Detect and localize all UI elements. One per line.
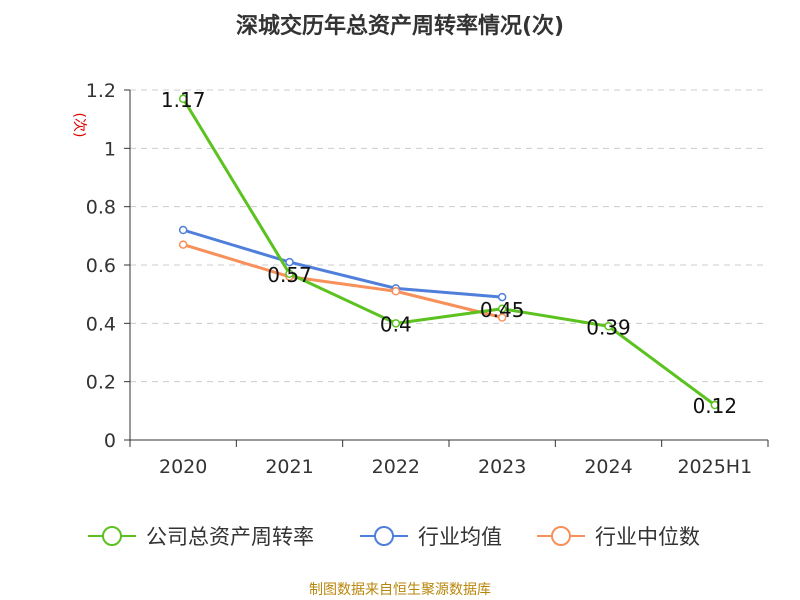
data-point: [604, 322, 613, 331]
x-tick-label: 2025H1: [677, 456, 752, 478]
data-point: [391, 287, 401, 296]
y-tick-label: 1: [104, 138, 116, 160]
x-tick-label: 2020: [159, 456, 207, 478]
data-point: [285, 257, 294, 267]
axes: 0 0.2 0.4 0.6 0.8 1 1.2 2020 2021 2022 2023 2024 202…: [71, 80, 769, 478]
data-point: [497, 313, 507, 322]
x-tick-label: 2021: [265, 456, 313, 478]
data-point: [391, 319, 401, 328]
x-tick-label: 2022: [372, 456, 420, 478]
data-point: [710, 400, 720, 410]
y-tick-label: 0.2: [86, 372, 116, 394]
legend-label: 行业中位数: [595, 525, 700, 549]
series-line: [181, 97, 716, 407]
series-line: [182, 243, 503, 319]
data-label: 0.4: [380, 312, 412, 336]
data-label: 1.17: [161, 88, 206, 112]
x-tick-label: 2023: [478, 456, 526, 478]
data-point: [178, 94, 188, 103]
data-label: 0.12: [693, 394, 738, 418]
chart-title: 深城交历年总资产周转率情况(次): [235, 14, 565, 39]
data-point: [497, 304, 507, 313]
source-note: 制图数据来自恒生聚源数据库: [309, 582, 491, 598]
y-tick-label: 0.6: [86, 255, 116, 277]
grid-lines: [130, 89, 768, 383]
data-point: [285, 269, 294, 278]
legend: 公司总资产周转率 行业均值 行业中位数: [88, 525, 700, 549]
y-tick-label: 1.2: [86, 80, 116, 102]
legend-label: 行业均值: [418, 525, 502, 549]
data-label: 0.57: [267, 263, 312, 287]
x-tick-label: 2024: [584, 456, 632, 478]
y-axis-label: (次): [71, 113, 87, 138]
legend-marker: [102, 526, 122, 546]
legend-marker: [551, 526, 571, 546]
data-point: [178, 240, 188, 249]
y-tick-label: 0.8: [86, 197, 116, 219]
series-lines: [178, 94, 720, 410]
legend-marker: [374, 526, 394, 546]
data-label: 0.45: [480, 298, 525, 322]
legend-label: 公司总资产周转率: [146, 525, 314, 549]
data-label: 0.39: [586, 315, 631, 339]
y-tick-label: 0: [104, 430, 116, 452]
series-line: [182, 228, 503, 299]
y-tick-label: 0.4: [86, 313, 116, 335]
data-point: [497, 292, 507, 302]
data-point: [178, 225, 188, 235]
data-labels: 1.17 0.57 0.4 0.45 0.39 0.12: [161, 88, 737, 418]
